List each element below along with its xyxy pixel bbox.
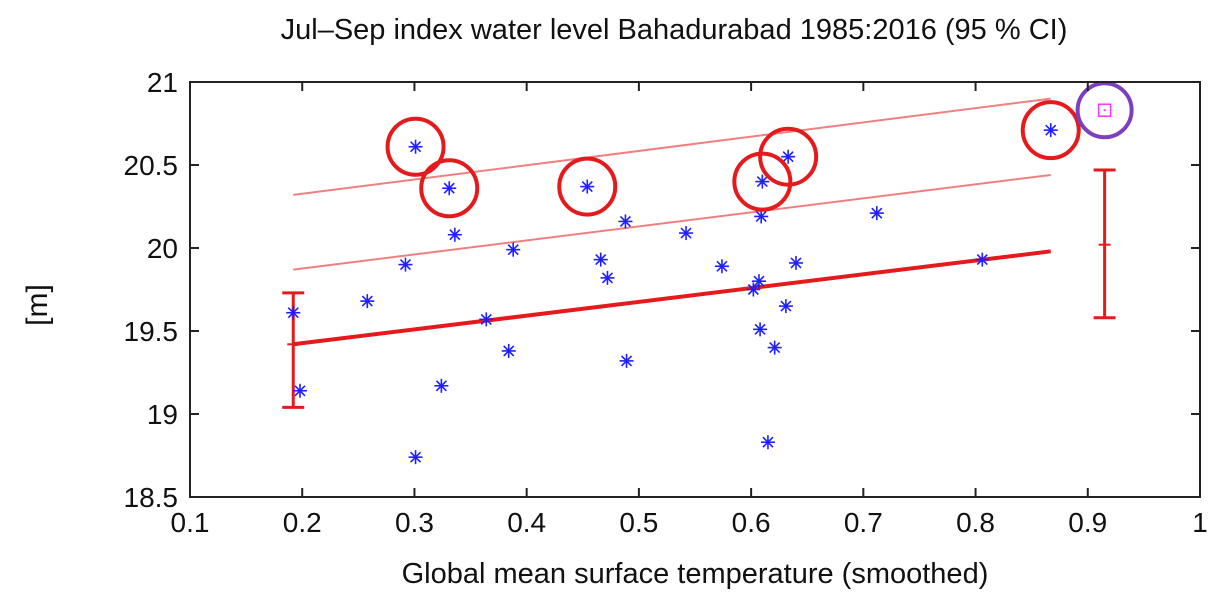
data-point: [751, 274, 766, 289]
data-point: [434, 378, 449, 393]
data-point: [447, 227, 462, 242]
y-axis-ticks: 18.5 19 19.5 20 20.5 21: [124, 67, 1200, 513]
plot-frame: [189, 81, 1201, 498]
x-tick-label: 0.2: [283, 507, 322, 538]
highlight-circle: [1020, 100, 1081, 161]
chart-title: Jul–Sep index water level Bahadurabad 19…: [280, 14, 1068, 46]
data-point: [679, 226, 694, 241]
data-point: [781, 149, 796, 164]
x-tick-label: 0.6: [732, 507, 771, 538]
highlight-circle: [758, 126, 819, 187]
data-point: [975, 252, 990, 267]
y-tick-label: 19: [147, 399, 178, 430]
x-tick-label: 0.7: [844, 507, 883, 538]
bound-line: [293, 173, 1051, 271]
data-point: [360, 294, 375, 309]
data-point: [398, 257, 413, 272]
data-point: [714, 259, 729, 274]
data-point: [286, 305, 301, 320]
data-point: [760, 435, 775, 450]
prediction-bound-lines: [293, 97, 1051, 271]
data-point: [506, 242, 521, 257]
data-point: [778, 299, 793, 314]
y-tick-label: 20.5: [124, 150, 179, 181]
x-tick-label: 0.5: [619, 507, 658, 538]
x-tick-label: 0.1: [171, 507, 210, 538]
highlight-circles: [385, 100, 1081, 219]
fit-line-group: [293, 249, 1051, 347]
x-axis-label: Global mean surface temperature (smoothe…: [401, 558, 989, 590]
highlight-circle: [557, 156, 618, 217]
data-point: [593, 252, 608, 267]
highlight-circle: [732, 151, 793, 212]
data-point: [408, 139, 423, 154]
y-tick-label: 20: [147, 233, 178, 264]
fit-line: [293, 249, 1051, 347]
x-tick-label: 0.4: [507, 507, 546, 538]
x-tick-label: 0.3: [395, 507, 434, 538]
x-tick-label: 1: [1192, 507, 1208, 538]
data-point: [789, 255, 803, 270]
error-bars: [282, 168, 1116, 409]
data-point: [755, 174, 770, 189]
data-point: [479, 312, 494, 327]
x-axis-ticks: 0.1 0.2 0.3 0.4 0.5 0.6 0.7 0.8 0.9 1: [171, 82, 1208, 538]
data-point: [869, 206, 884, 221]
x-tick-label: 0.9: [1068, 507, 1107, 538]
data-point: [1043, 123, 1058, 138]
x-tick-label: 0.8: [956, 507, 995, 538]
y-tick-label: 18.5: [124, 482, 179, 513]
data-point: [501, 343, 516, 358]
highlight-2016: [1075, 81, 1134, 140]
data-point: [753, 322, 768, 337]
data-points: [286, 123, 1058, 465]
data-point: [292, 383, 307, 398]
y-tick-label: 19.5: [124, 316, 179, 347]
highlight-circle: [385, 116, 446, 177]
data-point: [600, 270, 615, 285]
highlight-marker-dot: [1103, 109, 1106, 112]
data-point: [580, 179, 595, 194]
data-point: [746, 282, 761, 297]
data-point: [619, 353, 634, 368]
data-point: [767, 340, 782, 355]
data-point: [618, 214, 633, 229]
data-point: [442, 181, 457, 196]
data-point: [754, 209, 769, 224]
highlight-marker: [1097, 103, 1112, 117]
highlight-circle: [419, 158, 480, 219]
highlight-circle-purple: [1075, 81, 1134, 140]
y-tick-label: 21: [147, 67, 178, 98]
data-point: [408, 450, 423, 465]
bound-line: [293, 97, 1051, 196]
